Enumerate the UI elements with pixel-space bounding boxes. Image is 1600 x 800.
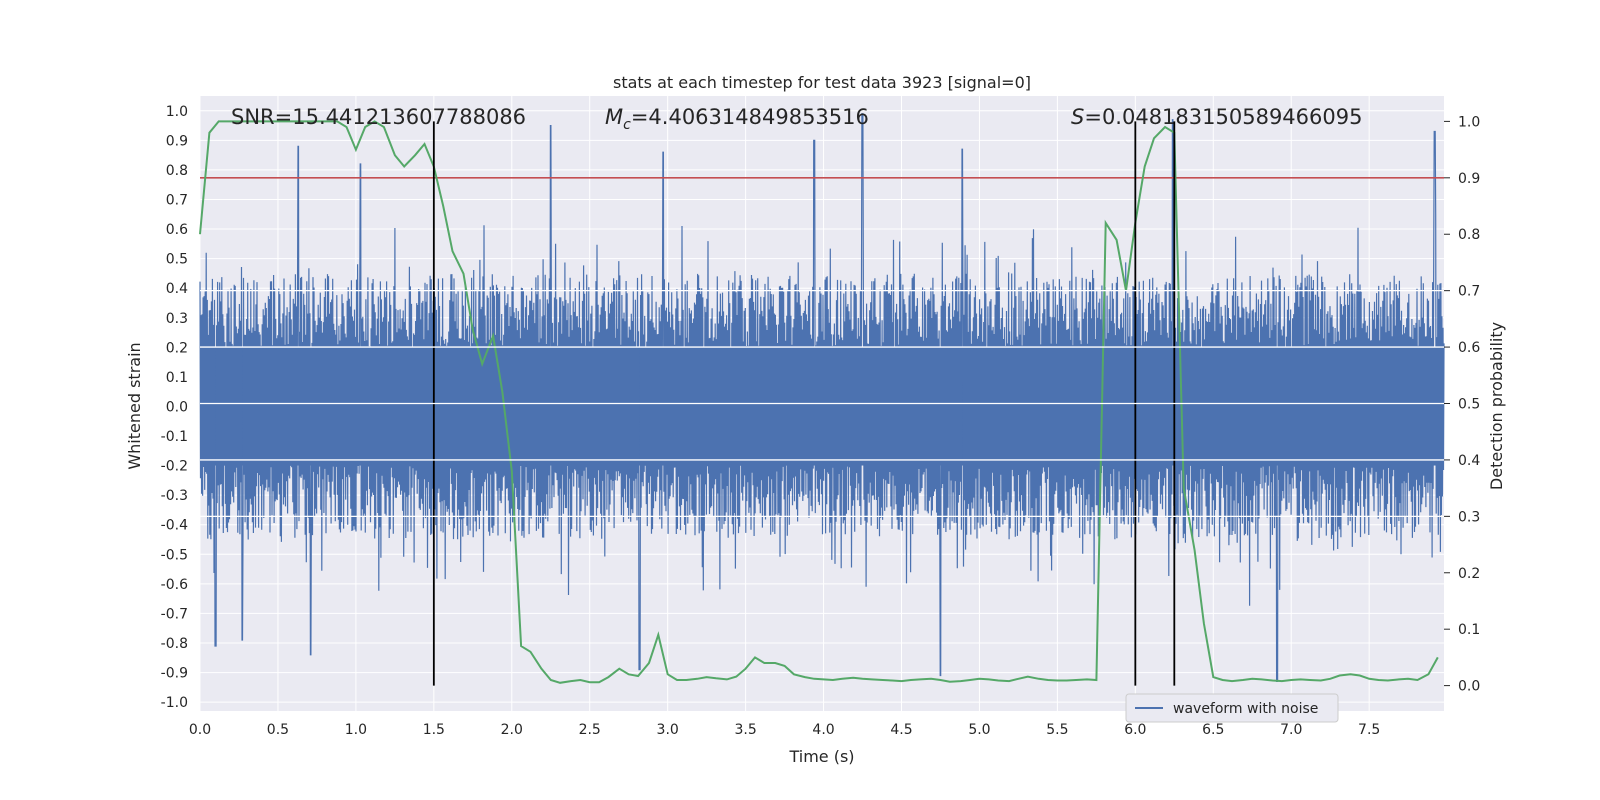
- y2-ticks: 1.0 0.9 0.8 0.7 0.6 0.5 0.4 0.3 0.2 0.1 0.0: [1444, 114, 1480, 695]
- y2-tick-label: 0.4: [1458, 453, 1480, 469]
- x-tick-label: 1.0: [345, 722, 367, 738]
- legend-label: waveform with noise: [1173, 701, 1318, 717]
- y-tick-label: -0.3: [161, 488, 188, 504]
- chart-title: stats at each timestep for test data 392…: [613, 73, 1031, 92]
- x-tick-label: 2.0: [501, 722, 523, 738]
- x-tick-label: 4.0: [812, 722, 834, 738]
- y2-tick-label: 0.7: [1458, 284, 1480, 300]
- x-tick-label: 7.5: [1358, 722, 1380, 738]
- y2-axis-title: Detection probability: [1487, 322, 1506, 490]
- x-tick-label: 7.0: [1280, 722, 1302, 738]
- y2-tick-label: 0.5: [1458, 397, 1480, 413]
- x-tick-label: 3.5: [734, 722, 756, 738]
- probability-series: [199, 120, 1444, 684]
- x-ticks: 0.0 0.5 1.0 1.5 2.0 2.5 3.0 3.5 4.0 4.5 5.0 5.5 6.0 6…: [189, 722, 1380, 738]
- x-tick-label: 6.5: [1202, 722, 1224, 738]
- y-axis-title: Whitened strain: [125, 342, 144, 469]
- y-tick-label: -0.4: [161, 518, 188, 534]
- y-tick-label: 0.2: [166, 340, 188, 356]
- legend-box: [1125, 693, 1339, 723]
- y2-tick-label: 0.2: [1458, 566, 1480, 582]
- y2-tick-label: 1.0: [1458, 114, 1480, 130]
- y-tick-label: 0.7: [166, 192, 188, 208]
- x-tick-label: 3.0: [657, 722, 679, 738]
- y-tick-label: -0.1: [161, 429, 188, 445]
- y-tick-label: -0.5: [161, 547, 188, 563]
- x-tick-label: 5.5: [1046, 722, 1068, 738]
- y-tick-label: 0.5: [166, 252, 188, 268]
- y-tick-label: -0.8: [161, 636, 188, 652]
- s-symbol: S: [1071, 105, 1084, 129]
- y-tick-label: 0.0: [166, 399, 188, 415]
- y-tick-label: 0.4: [166, 281, 188, 297]
- y-tick-label: 0.6: [166, 222, 188, 238]
- y-tick-label: 0.9: [166, 133, 188, 149]
- y-tick-label: -0.7: [161, 606, 188, 622]
- x-tick-label: 6.0: [1124, 722, 1146, 738]
- grid-y2-overlay: [200, 290, 1444, 517]
- x-tick-label: 2.5: [579, 722, 601, 738]
- mc-value: =4.406314849853516: [631, 105, 869, 129]
- y2-tick-label: 0.0: [1458, 679, 1480, 695]
- waveform-line: [199, 113, 1445, 682]
- y2-tick-label: 0.9: [1458, 171, 1480, 187]
- y-tick-label: 0.8: [166, 163, 188, 179]
- s-value: =0.048183150589466095: [1084, 105, 1362, 129]
- y-ticks: 1.0 0.9 0.8 0.7 0.6 0.5 0.4 0.3 0.2 0.1 0.0 -0.1 -0.…: [161, 104, 188, 711]
- s-annotation: S=0.048183150589466095: [1071, 105, 1362, 129]
- x-axis-title: Time (s): [788, 747, 854, 766]
- y-tick-label: -0.9: [161, 666, 188, 682]
- y-tick-label: 0.3: [166, 311, 188, 327]
- legend: waveform with noise: [1125, 693, 1339, 723]
- mc-subscript: c: [623, 117, 631, 133]
- mc-annotation: Mc=4.406314849853516: [605, 105, 869, 133]
- y2-tick-label: 0.1: [1458, 622, 1480, 638]
- mc-symbol: M: [605, 105, 623, 129]
- probability-line: [199, 120, 1439, 684]
- x-tick-label: 5.0: [968, 722, 990, 738]
- y-tick-label: -0.6: [161, 577, 188, 593]
- y-tick-label: 0.1: [166, 370, 188, 386]
- y-tick-label: -0.2: [161, 459, 188, 475]
- waveform-series: [199, 113, 1445, 682]
- y-tick-label: 1.0: [166, 104, 188, 120]
- y-tick-label: -1.0: [161, 695, 188, 711]
- x-tick-label: 0.5: [267, 722, 289, 738]
- x-tick-label: 1.5: [423, 722, 445, 738]
- x-tick-label: 0.0: [189, 722, 211, 738]
- y2-tick-label: 0.3: [1458, 509, 1480, 525]
- x-tick-label: 4.5: [890, 722, 912, 738]
- y2-tick-label: 0.6: [1458, 340, 1480, 356]
- snr-annotation: SNR=15.441213607788086: [231, 105, 526, 129]
- y2-tick-label: 0.8: [1458, 227, 1480, 243]
